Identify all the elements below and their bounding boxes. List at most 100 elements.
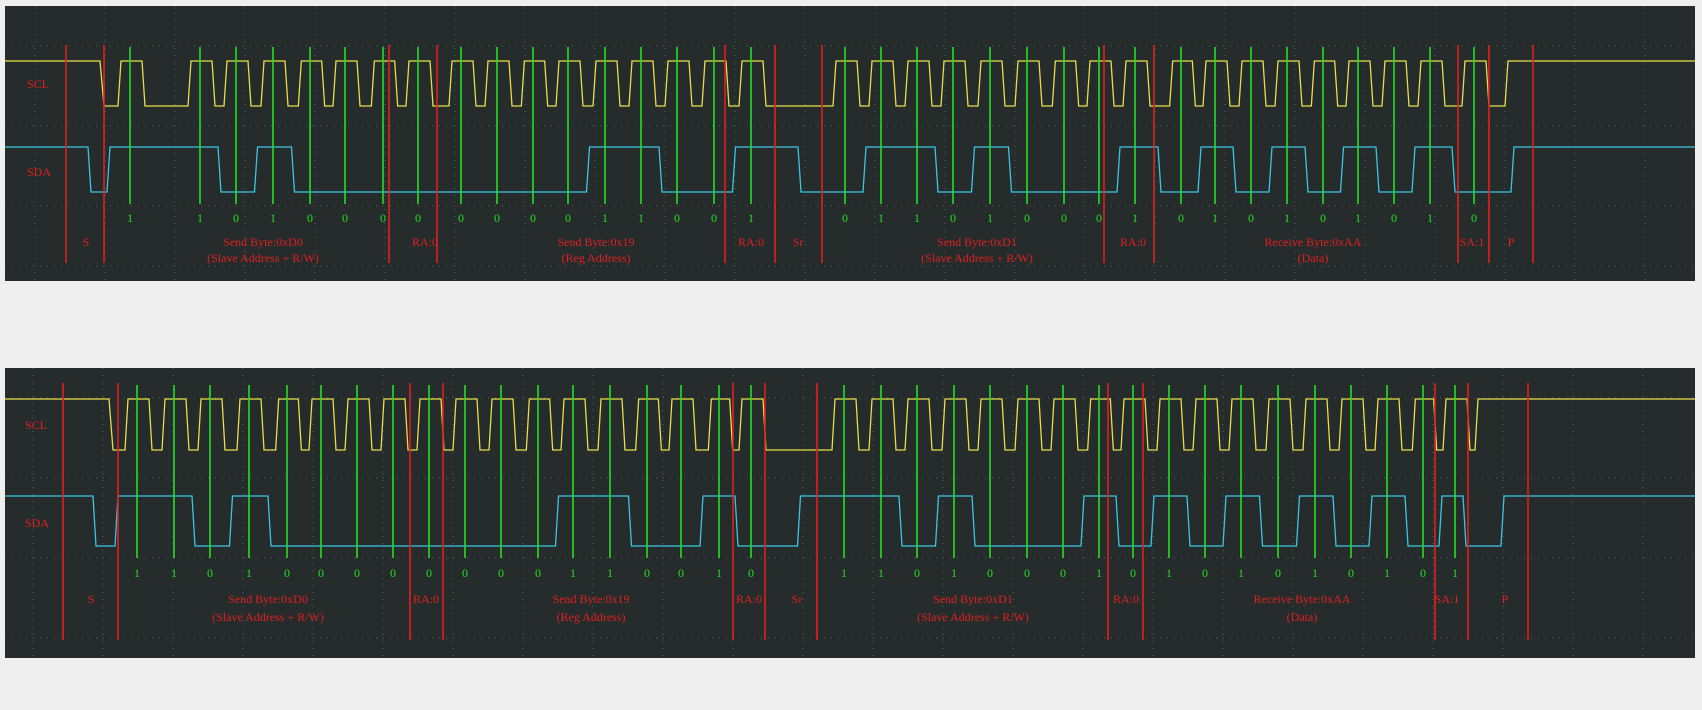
bit-value: 0 [415, 211, 421, 225]
segment-label: P [1502, 592, 1509, 606]
bit-value: 1 [1132, 211, 1138, 225]
bit-value: 1 [1212, 211, 1218, 225]
bit-value: 1 [1284, 211, 1290, 225]
i2c-waveform-bottom: SCL SDA 1 1 0 1 0 0 0 0 0 0 0 0 1 1 0 0 1 0 1 1 0 1 0 0 0 1 0 1 0 1 0 1 0 1… [5, 368, 1695, 658]
bit-value: 0 [498, 566, 504, 580]
bit-value: 0 [318, 566, 324, 580]
bit-value: 0 [380, 211, 386, 225]
bit-value: 0 [284, 566, 290, 580]
bit-value: 1 [1427, 211, 1433, 225]
bit-value: 0 [1391, 211, 1397, 225]
bit-value: 0 [535, 566, 541, 580]
segment-sublabel: (Data) [1298, 251, 1329, 265]
segment-label: RA:0 [1113, 592, 1139, 606]
segment-label: Receive Byte:0xAA [1254, 592, 1351, 606]
scl-channel-label: SCL [27, 77, 49, 91]
sda-channel-label: SDA [25, 516, 49, 530]
segment-sublabel: (Slave Address + R/W) [917, 610, 1029, 624]
bit-value: 0 [1471, 211, 1477, 225]
bit-value: 0 [987, 566, 993, 580]
segment-label: Send Byte:0x19 [553, 592, 630, 606]
scl-channel-label: SCL [25, 418, 47, 432]
bit-value: 0 [354, 566, 360, 580]
scl-trace [5, 398, 1695, 451]
bit-value: 0 [1202, 566, 1208, 580]
bit-value: 0 [678, 566, 684, 580]
segment-sublabel: (Slave Address + R/W) [212, 610, 324, 624]
segment-label: SA:1 [1460, 235, 1485, 249]
bit-value: 1 [716, 566, 722, 580]
segment-label: Sr [793, 235, 804, 249]
bit-value: 1 [1355, 211, 1361, 225]
segment-label: S [88, 592, 95, 606]
segment-sublabel: (Data) [1287, 610, 1318, 624]
bit-value: 1 [748, 211, 754, 225]
bit-value: 1 [987, 211, 993, 225]
segment-label: Send Byte:0x19 [558, 235, 635, 249]
bit-value: 0 [914, 566, 920, 580]
i2c-scope-panel-top: SCL SDA 1 1 0 1 0 0 0 0 0 0 0 0 1 1 0 0 1 0 1 1 0 1 0 0 0 1 0 1 0 1 0 1 0 1… [5, 6, 1695, 281]
bit-value: 0 [565, 211, 571, 225]
bit-value: 0 [1130, 566, 1136, 580]
bit-value: 1 [570, 566, 576, 580]
bit-value: 0 [1178, 211, 1184, 225]
segment-label: Sr [792, 592, 803, 606]
bit-value: 0 [674, 211, 680, 225]
bit-value: 0 [748, 566, 754, 580]
bit-value: 0 [1248, 211, 1254, 225]
bit-value: 1 [127, 211, 133, 225]
bit-value: 1 [878, 211, 884, 225]
segment-label: Send Byte:0xD0 [228, 592, 308, 606]
bit-value: 0 [950, 211, 956, 225]
segment-label: Send Byte:0xD0 [223, 235, 303, 249]
bit-value: 1 [1312, 566, 1318, 580]
bit-value: 1 [914, 211, 920, 225]
bit-value: 1 [602, 211, 608, 225]
bit-value: 1 [1096, 566, 1102, 580]
bit-value: 0 [842, 211, 848, 225]
segment-label: RA:0 [413, 592, 439, 606]
segment-label: Receive Byte:0xAA [1265, 235, 1362, 249]
segment-label: SA:1 [1435, 592, 1460, 606]
segment-label: S [83, 235, 90, 249]
bit-value: 1 [841, 566, 847, 580]
bit-value: 1 [951, 566, 957, 580]
bit-value: 1 [134, 566, 140, 580]
bit-value: 0 [462, 566, 468, 580]
bit-value: 1 [1452, 566, 1458, 580]
bit-value: 0 [1348, 566, 1354, 580]
bit-value: 0 [233, 211, 239, 225]
bit-value: 0 [342, 211, 348, 225]
segment-sublabel: (Reg Address) [562, 251, 631, 265]
bit-value: 1 [270, 211, 276, 225]
segment-label: P [1508, 235, 1515, 249]
bit-value: 0 [1060, 566, 1066, 580]
sda-trace [5, 146, 1695, 193]
bit-value: 0 [1096, 211, 1102, 225]
sda-trace [5, 495, 1695, 547]
bit-value: 0 [1061, 211, 1067, 225]
segment-label: RA:0 [1120, 235, 1146, 249]
scl-trace [5, 60, 1695, 107]
bit-value: 0 [207, 566, 213, 580]
bit-value: 1 [171, 566, 177, 580]
bit-value: 0 [1024, 566, 1030, 580]
bit-value: 0 [494, 211, 500, 225]
i2c-waveform-top: SCL SDA 1 1 0 1 0 0 0 0 0 0 0 0 1 1 0 0 1 0 1 1 0 1 0 0 0 1 0 1 0 1 0 1 0 1… [5, 6, 1695, 281]
bit-value: 0 [1420, 566, 1426, 580]
bit-value: 0 [711, 211, 717, 225]
bit-value: 0 [390, 566, 396, 580]
i2c-scope-panel-bottom: SCL SDA 1 1 0 1 0 0 0 0 0 0 0 0 1 1 0 0 1 0 1 1 0 1 0 0 0 1 0 1 0 1 0 1 0 1… [5, 368, 1695, 658]
bit-value: 0 [458, 211, 464, 225]
segment-label: Send Byte:0xD1 [933, 592, 1013, 606]
bit-value: 0 [1275, 566, 1281, 580]
bit-value: 0 [426, 566, 432, 580]
bit-value: 1 [607, 566, 613, 580]
segment-label: Send Byte:0xD1 [937, 235, 1017, 249]
sda-channel-label: SDA [27, 165, 51, 179]
bit-value: 0 [1024, 211, 1030, 225]
segment-sublabel: (Slave Address + R/W) [921, 251, 1033, 265]
bit-value: 1 [878, 566, 884, 580]
bit-value: 1 [197, 211, 203, 225]
bit-value: 1 [1238, 566, 1244, 580]
